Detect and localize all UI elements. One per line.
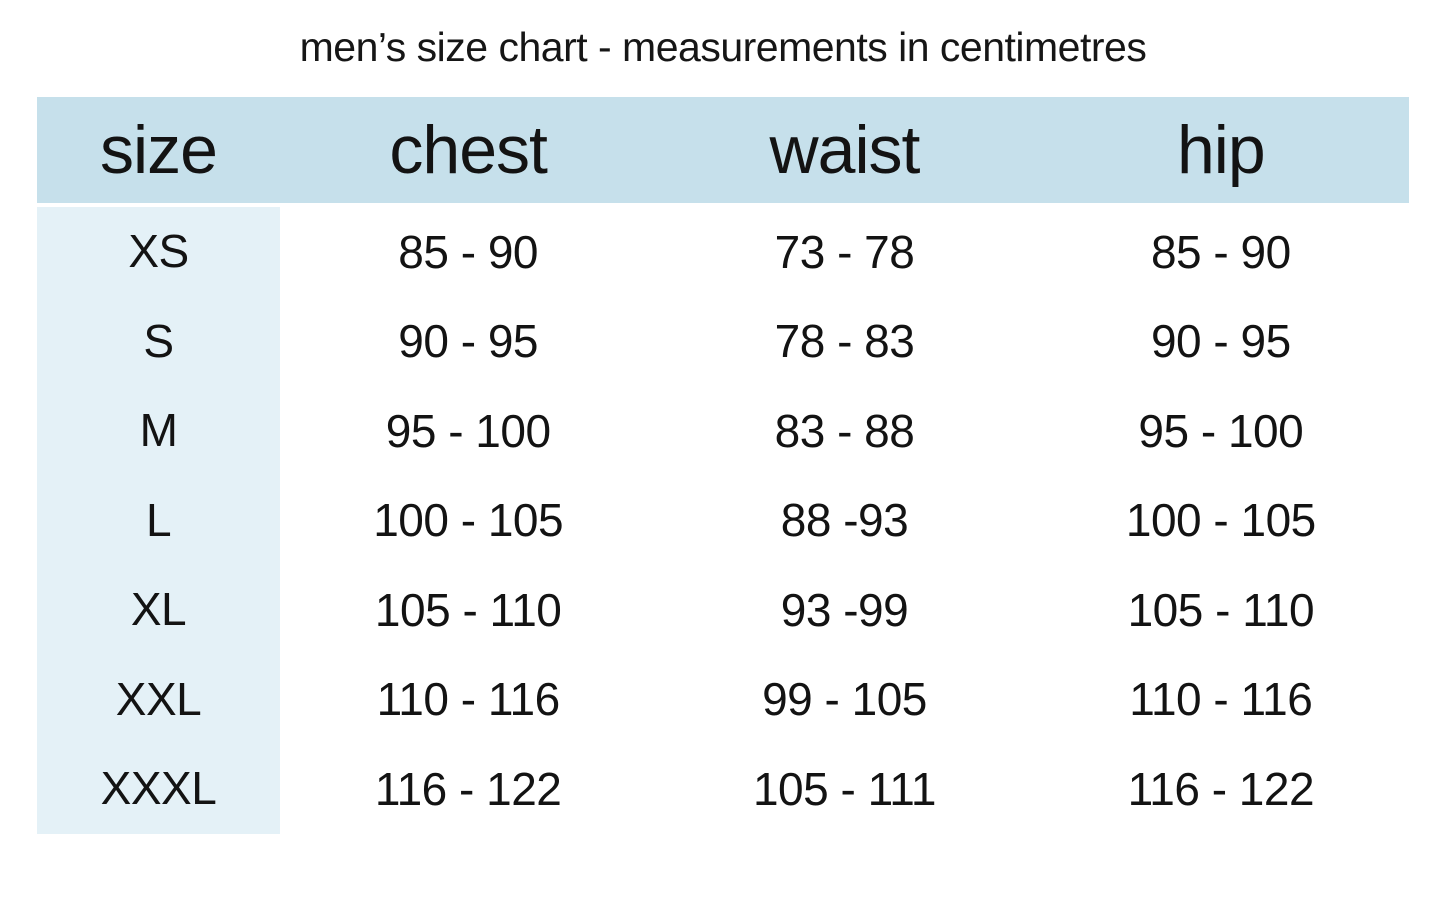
hip-value: 105 - 110	[1127, 583, 1315, 636]
hip-value: 110 - 116	[1129, 673, 1313, 726]
size-label: L	[37, 475, 280, 565]
column-header-chest: chest	[389, 112, 548, 188]
waist-value: 73 - 78	[774, 225, 915, 278]
chest-value: 100 - 105	[373, 494, 564, 547]
page-title: men’s size chart - measurements in centi…	[299, 24, 1147, 70]
hip-value: 85 - 90	[1150, 225, 1291, 278]
size-label: S	[37, 296, 280, 386]
waist-value: 105 - 111	[752, 762, 937, 815]
hip-value: 116 - 122	[1127, 762, 1315, 815]
hip-value: 90 - 95	[1150, 315, 1291, 368]
table-row-xl: XL 105 - 110 93 -99 105 - 110	[37, 565, 1409, 655]
table-row-xxxl: XXXL 116 - 122 105 - 111 116 - 122	[37, 744, 1409, 834]
column-header-hip: hip	[1176, 112, 1266, 188]
table-row-xs: XS 85 - 90 73 - 78 85 - 90	[37, 207, 1409, 297]
table-row-m: M 95 - 100 83 - 88 95 - 100	[37, 386, 1409, 476]
waist-value: 83 - 88	[774, 404, 915, 457]
table-row-s: S 90 - 95 78 - 83 90 - 95	[37, 296, 1409, 386]
size-chart-table: size chest waist hip XS 85 - 90 73 - 78 …	[37, 97, 1409, 834]
size-label: XXL	[37, 654, 280, 744]
column-header-size: size	[100, 112, 218, 188]
size-label: XS	[37, 207, 280, 297]
chest-value: 110 - 116	[376, 673, 561, 726]
waist-value: 93 -99	[780, 583, 909, 636]
table-row-l: L 100 - 105 88 -93 100 - 105	[37, 475, 1409, 565]
waist-value: 78 - 83	[774, 315, 915, 368]
chest-value: 105 - 110	[374, 583, 562, 636]
hip-value: 95 - 100	[1138, 404, 1304, 457]
chest-value: 85 - 90	[398, 225, 539, 278]
waist-value: 88 -93	[780, 494, 909, 547]
size-label: XXXL	[37, 744, 280, 834]
hip-value: 100 - 105	[1125, 494, 1316, 547]
chest-value: 90 - 95	[398, 315, 539, 368]
table-row-xxl: XXL 110 - 116 99 - 105 110 - 116	[37, 654, 1409, 744]
table-header-row: size chest waist hip	[37, 97, 1409, 203]
column-header-waist: waist	[769, 112, 921, 188]
size-label: XL	[37, 565, 280, 655]
waist-value: 99 - 105	[762, 673, 927, 726]
chest-value: 116 - 122	[374, 762, 562, 815]
chest-value: 95 - 100	[385, 404, 551, 457]
size-label: M	[37, 386, 280, 476]
